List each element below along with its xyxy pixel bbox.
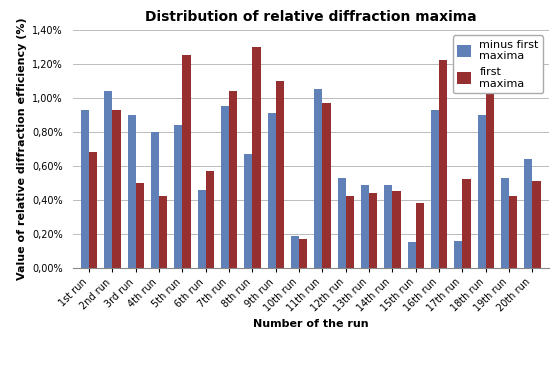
Bar (509, 196, 517, 268)
Bar (198, 190, 206, 268)
Bar (206, 171, 214, 268)
Bar (174, 125, 183, 268)
Bar (533, 181, 540, 268)
Bar (369, 193, 377, 268)
Bar (268, 113, 276, 268)
Bar (393, 191, 400, 268)
Bar (151, 132, 159, 268)
Bar (463, 179, 470, 268)
Bar (244, 154, 253, 268)
Bar (416, 203, 424, 268)
Bar (524, 159, 533, 268)
Bar (323, 103, 330, 268)
Bar (128, 115, 136, 268)
Bar (113, 110, 120, 268)
Bar (314, 89, 323, 268)
X-axis label: Number of the run: Number of the run (253, 319, 368, 329)
Legend: minus first
maxima, first
maxima: minus first maxima, first maxima (452, 35, 543, 93)
Bar (384, 185, 393, 268)
Bar (299, 239, 307, 268)
Title: Distribution of relative diffraction maxima: Distribution of relative diffraction max… (145, 10, 477, 25)
Y-axis label: Value of relative diffraction efficiency (%): Value of relative diffraction efficiency… (17, 17, 27, 280)
Bar (486, 62, 494, 268)
Bar (338, 178, 346, 268)
Bar (104, 91, 113, 268)
Bar (291, 235, 299, 268)
Bar (346, 196, 354, 268)
Bar (89, 152, 97, 268)
Bar (183, 55, 190, 268)
Bar (454, 241, 463, 268)
Bar (221, 106, 229, 268)
Bar (478, 115, 486, 268)
Bar (81, 110, 89, 268)
Bar (253, 47, 260, 268)
Bar (276, 81, 284, 268)
Bar (159, 196, 167, 268)
Bar (501, 178, 509, 268)
Bar (229, 91, 237, 268)
Bar (361, 185, 369, 268)
Bar (431, 110, 439, 268)
Bar (439, 60, 447, 268)
Bar (408, 242, 416, 268)
Bar (136, 183, 144, 268)
